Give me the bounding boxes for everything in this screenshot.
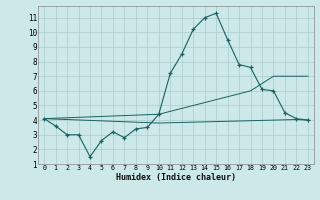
X-axis label: Humidex (Indice chaleur): Humidex (Indice chaleur) — [116, 173, 236, 182]
